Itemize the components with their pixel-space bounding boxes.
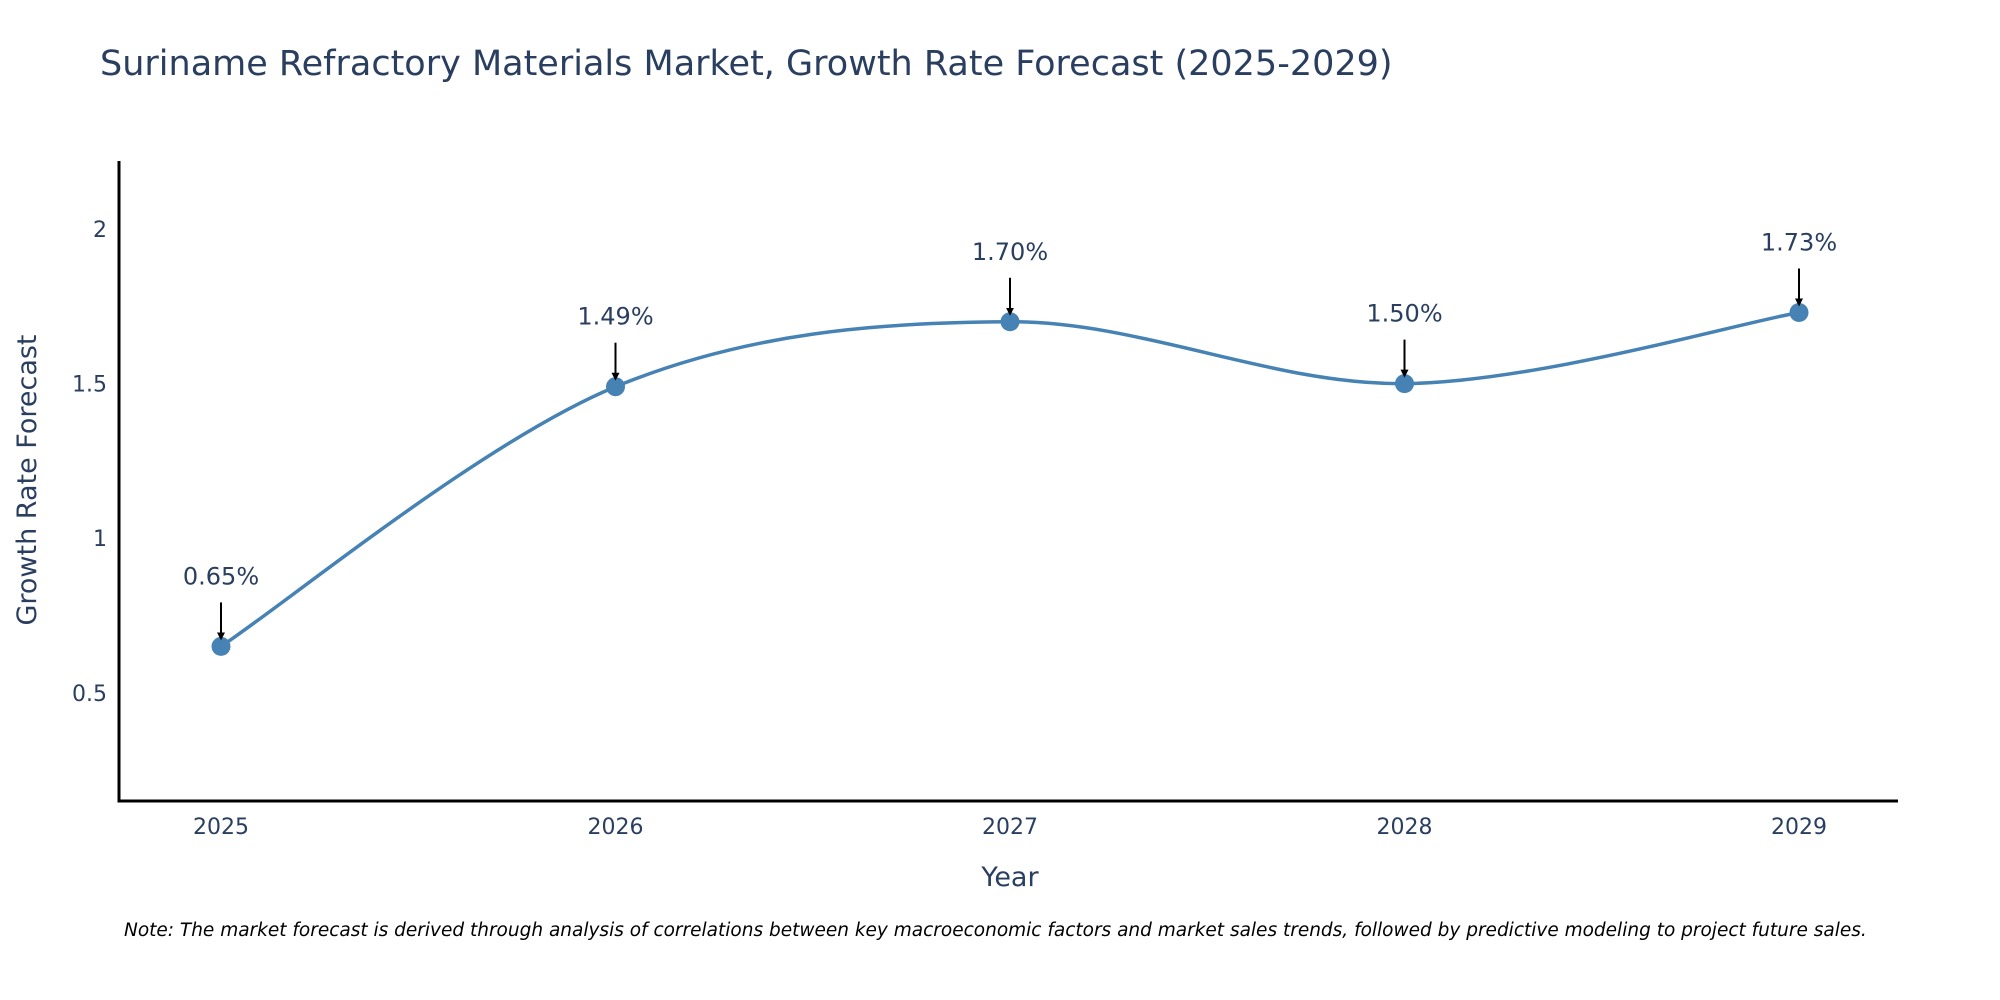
data-label: 1.49% (577, 303, 653, 331)
data-point-2029[interactable] (1789, 302, 1809, 322)
data-point-2027[interactable] (1000, 312, 1020, 332)
chart-title: Suriname Refractory Materials Market, Gr… (100, 44, 1393, 84)
y-tick-label: 1.5 (72, 373, 107, 398)
data-label: 1.50% (1366, 300, 1442, 328)
x-tick-label: 2027 (982, 815, 1038, 840)
data-point-2026[interactable] (606, 377, 625, 397)
data-label: 1.70% (972, 238, 1048, 266)
x-tick-label: 2025 (193, 815, 249, 840)
y-tick-label: 1 (93, 527, 107, 552)
data-point-2028[interactable] (1395, 374, 1414, 394)
x-tick-label: 2028 (1377, 815, 1433, 840)
x-tick-label: 2026 (588, 815, 644, 840)
data-label: 0.65% (183, 562, 259, 590)
y-tick-label: 0.5 (72, 682, 107, 707)
data-point-2025[interactable] (211, 636, 231, 656)
y-axis-title: Growth Rate Forecast (12, 334, 43, 625)
footnote: Note: The market forecast is derived thr… (124, 920, 1867, 941)
y-tick-label: 2 (93, 218, 107, 243)
x-tick-label: 2029 (1771, 815, 1827, 840)
series-line (220, 310, 1800, 648)
data-label: 1.73% (1761, 228, 1837, 256)
x-axis-title: Year (980, 862, 1039, 893)
